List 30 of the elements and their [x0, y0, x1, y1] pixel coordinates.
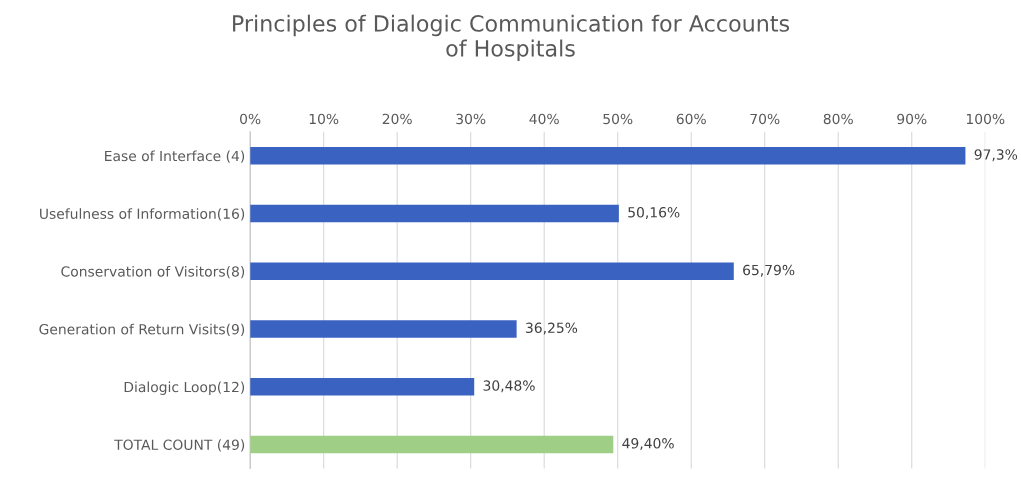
bar — [250, 435, 614, 454]
bar — [250, 204, 619, 223]
x-tick-label: 10% — [309, 113, 339, 125]
x-tick-label: 0% — [240, 113, 261, 125]
x-tick-label: 90% — [897, 113, 927, 125]
bar — [250, 147, 966, 165]
data-label: 65,79% — [743, 264, 795, 277]
y-tick-label: Ease of Interface (4) — [105, 150, 245, 163]
x-tick-label: 60% — [676, 113, 706, 125]
x-tick-label: 30% — [456, 113, 486, 125]
chart-title: Principles of Dialogic Communication for Accounts of Hospitals — [233, 14, 790, 62]
y-tick-label: Dialogic Loop(12) — [124, 381, 245, 395]
data-label: 50,16% — [628, 207, 680, 219]
bar — [250, 320, 517, 338]
bar — [250, 378, 475, 396]
x-tick-label: 20% — [382, 113, 412, 125]
bar — [250, 262, 734, 280]
data-label: 97,3% — [974, 149, 1018, 162]
x-tick-label: 80% — [823, 113, 853, 125]
data-label: 36,25% — [526, 322, 578, 335]
data-label: 49,40% — [622, 438, 674, 450]
y-tick-label: Conservation of Visitors(8) — [61, 265, 245, 279]
y-tick-label: TOTAL COUNT (49) — [114, 439, 245, 452]
data-label: 30,48% — [483, 380, 535, 393]
x-tick-label: 40% — [529, 113, 559, 125]
x-tick-label: 50% — [603, 113, 633, 125]
x-tick-label: 70% — [750, 113, 780, 125]
y-tick-label: Usefulness of Information(16) — [40, 208, 245, 221]
y-tick-label: Generation of Return Visits(9) — [39, 323, 245, 337]
x-tick-label: 100% — [966, 113, 1005, 125]
